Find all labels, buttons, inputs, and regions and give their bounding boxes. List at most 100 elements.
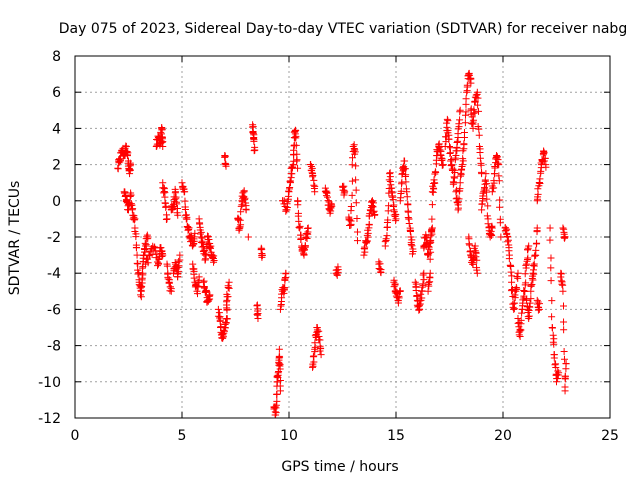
data-point: [235, 215, 243, 223]
data-point: [428, 201, 436, 209]
data-point: [475, 107, 483, 115]
data-point: [432, 160, 440, 168]
data-point: [328, 202, 336, 210]
data-point: [294, 164, 302, 172]
data-point: [559, 287, 567, 295]
data-point: [199, 278, 207, 286]
data-point: [375, 258, 383, 266]
data-point: [275, 345, 283, 353]
data-point: [395, 294, 403, 302]
data-point: [517, 326, 525, 334]
data-point: [461, 119, 469, 127]
data-point: [522, 261, 530, 269]
data-point: [469, 260, 477, 268]
data-point: [515, 331, 523, 339]
data-point: [339, 183, 347, 191]
data-point: [460, 129, 468, 137]
data-point: [286, 179, 294, 187]
data-point: [451, 166, 459, 174]
data-point: [534, 190, 542, 198]
data-point: [496, 203, 504, 211]
data-point: [418, 294, 426, 302]
data-point: [206, 243, 214, 251]
data-point: [519, 296, 527, 304]
data-point: [224, 293, 232, 301]
data-point: [193, 290, 201, 298]
data-point: [560, 355, 568, 363]
data-point: [396, 287, 404, 295]
data-point: [353, 228, 361, 236]
y-tick-label: 0: [52, 194, 61, 210]
data-point: [481, 176, 489, 184]
data-point: [463, 81, 471, 89]
data-point: [277, 300, 285, 308]
data-point: [528, 280, 536, 288]
data-point: [510, 299, 518, 307]
x-tick-label: 15: [387, 428, 405, 444]
data-point: [223, 315, 231, 323]
data-point: [348, 191, 356, 199]
data-point: [534, 298, 542, 306]
data-point: [310, 352, 318, 360]
data-point: [508, 272, 516, 280]
data-point: [477, 161, 485, 169]
y-tick-label: -4: [47, 266, 61, 282]
data-point: [221, 152, 229, 160]
data-point: [402, 178, 410, 186]
data-point: [427, 232, 435, 240]
data-point: [520, 287, 528, 295]
data-point: [210, 257, 218, 265]
data-point: [139, 271, 147, 279]
data-point: [236, 216, 244, 224]
data-point: [447, 157, 455, 165]
data-point: [473, 256, 481, 264]
data-point: [529, 269, 537, 277]
data-point: [533, 239, 541, 247]
data-point: [468, 113, 476, 121]
data-point: [457, 169, 465, 177]
data-point: [530, 266, 538, 274]
data-point: [254, 314, 262, 322]
data-point: [495, 172, 503, 180]
data-point: [407, 240, 415, 248]
data-point: [496, 219, 504, 227]
data-point: [225, 284, 233, 292]
data-point: [549, 331, 557, 339]
data-point: [404, 201, 412, 209]
data-point: [181, 197, 189, 205]
data-point: [311, 345, 319, 353]
data-point: [195, 273, 203, 281]
data-point: [207, 244, 215, 252]
data-point: [352, 199, 360, 207]
data-point: [483, 212, 491, 220]
data-point: [490, 179, 498, 187]
y-tick-label: 8: [52, 49, 61, 65]
data-point: [385, 202, 393, 210]
data-point: [158, 126, 166, 134]
data-point: [174, 211, 182, 219]
data-point: [158, 252, 166, 260]
data-point: [237, 208, 245, 216]
data-point: [387, 181, 395, 189]
data-point: [311, 339, 319, 347]
data-point: [469, 124, 477, 132]
data-point: [529, 276, 537, 284]
data-point: [416, 300, 424, 308]
data-point: [418, 283, 426, 291]
data-point: [438, 155, 446, 163]
data-point: [127, 191, 135, 199]
data-point: [554, 367, 562, 375]
data-point: [394, 299, 402, 307]
data-point: [558, 280, 566, 288]
data-point: [276, 365, 284, 373]
data-point: [142, 241, 150, 249]
data-point: [282, 269, 290, 277]
data-point: [475, 125, 483, 133]
x-tick-label: 5: [178, 428, 187, 444]
data-point: [144, 259, 152, 267]
data-point: [389, 192, 397, 200]
data-point: [311, 188, 319, 196]
data-point: [470, 116, 478, 124]
data-point: [419, 281, 427, 289]
